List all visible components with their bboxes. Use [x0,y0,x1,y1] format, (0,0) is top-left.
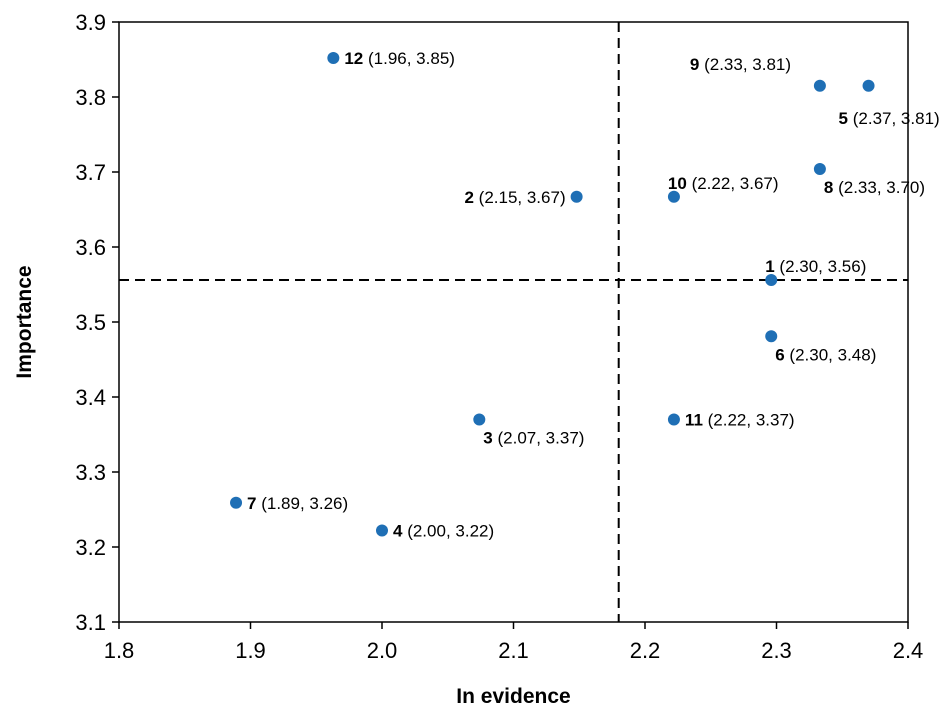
x-tick-label: 1.9 [235,638,266,663]
x-tick-label: 2.2 [630,638,661,663]
point-id: 1 [765,257,774,276]
point-coordinates: (1.96, 3.85) [363,49,455,68]
x-axis: 1.8 1.9 2.0 2.1 2.2 2.3 2.4 [104,622,924,663]
point-coordinates: (2.37, 3.81) [848,109,940,128]
point-id: 2 [464,188,473,207]
data-point-1 [765,274,778,286]
point-coordinates: (2.33, 3.81) [699,55,791,74]
data-label-11: 11 (2.22, 3.37) [685,411,795,430]
point-coordinates: (2.22, 3.67) [687,174,779,193]
y-tick-label: 3.7 [75,160,106,185]
point-id: 12 [344,49,363,68]
point-id: 4 [393,522,403,541]
x-tick-label: 2.3 [761,638,792,663]
data-label-3: 3 (2.07, 3.37) [483,429,584,448]
reference-lines [119,22,908,622]
data-label-7: 7 (1.89, 3.26) [247,494,348,513]
data-point-7 [230,496,243,509]
point-id: 8 [824,178,833,197]
y-tick-label: 3.4 [75,385,106,410]
data-points [230,52,875,537]
data-point-4 [376,524,388,537]
plot-area-frame [118,21,909,623]
point-id: 3 [483,429,492,448]
y-tick-label: 3.8 [75,85,106,110]
x-tick-label: 1.8 [104,638,135,663]
data-point-5 [862,79,875,92]
y-tick-label: 3.2 [75,535,106,560]
y-tick-label: 3.9 [75,10,106,35]
data-point-11 [667,413,680,426]
data-point-3 [473,413,486,426]
y-tick-label: 3.1 [75,610,106,635]
y-tick-label: 3.5 [75,310,106,335]
y-tick-label: 3.6 [75,235,106,260]
point-coordinates: (1.89, 3.26) [257,494,349,513]
data-point-8 [813,163,826,175]
data-point-12 [327,52,340,64]
data-label-4: 4 (2.00, 3.22) [393,522,494,541]
data-label-12: 12 (1.96, 3.85) [344,49,455,68]
point-coordinates: (2.33, 3.70) [833,178,925,197]
point-coordinates: (2.22, 3.37) [703,411,795,430]
data-point-9 [813,79,826,92]
x-tick-label: 2.1 [498,638,529,663]
data-label-9: 9 (2.33, 3.81) [690,55,791,74]
x-axis-title: In evidence [456,685,570,708]
point-id: 9 [690,55,699,74]
point-id: 7 [247,494,256,513]
point-id: 10 [668,174,687,193]
x-tick-label: 2.4 [893,638,924,663]
data-label-6: 6 (2.30, 3.48) [775,345,876,364]
data-labels: 1 (2.30, 3.56) 2 (2.15, 3.67) 3 (2.07, 3.3… [247,49,940,541]
data-point-10 [667,190,680,203]
data-label-5: 5 (2.37, 3.81) [839,109,940,128]
data-point-6 [765,330,778,343]
data-label-2: 2 (2.15, 3.67) [464,188,565,207]
point-coordinates: (2.15, 3.67) [474,188,566,207]
point-id: 11 [685,411,703,430]
data-label-8: 8 (2.33, 3.70) [824,178,925,197]
data-point-2 [570,190,583,203]
x-tick-label: 2.0 [367,638,398,663]
y-axis-title: Importance [13,265,36,378]
point-id: 6 [775,345,784,364]
point-coordinates: (2.30, 3.48) [785,345,877,364]
data-label-1: 1 (2.30, 3.56) [765,257,866,276]
point-coordinates: (2.07, 3.37) [493,429,585,448]
point-id: 5 [839,109,848,128]
y-tick-label: 3.3 [75,460,106,485]
data-label-10: 10 (2.22, 3.67) [668,174,779,193]
y-axis: 3.1 3.2 3.3 3.4 3.5 3.6 3.7 3.8 3.9 [75,10,119,635]
point-coordinates: (2.30, 3.56) [775,257,867,276]
point-coordinates: (2.00, 3.22) [402,522,494,541]
